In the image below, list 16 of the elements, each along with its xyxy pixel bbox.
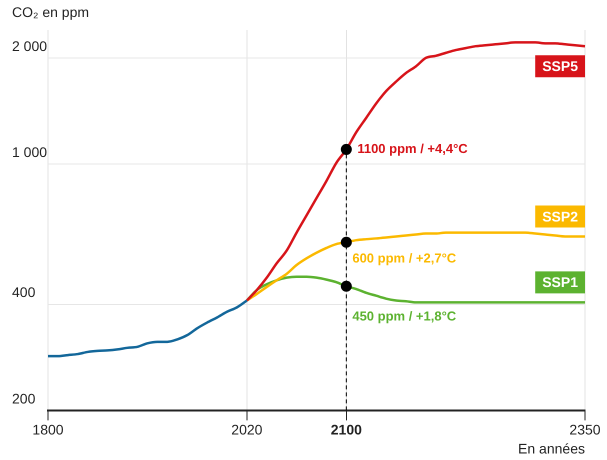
annotation: 600 ppm / +2,7°C [352,250,457,266]
y-tick-label: 2 000 [12,38,48,54]
x-tick-label: 2350 [569,422,601,438]
x-tick-label: 1800 [32,422,64,438]
x-tick-label: 2100 [330,422,362,438]
y-tick-label: 1 000 [12,144,48,160]
series-label: SSP1 [542,274,578,290]
x-tick-label: 2020 [231,422,263,438]
y-axis-title: CO₂ en ppm [12,4,90,20]
y-tick-label: 400 [12,284,36,300]
annotation: 450 ppm / +1,8°C [352,308,457,324]
annotation: 1100 ppm / +4,4°C [357,141,468,156]
series-label: SSP5 [542,58,578,74]
series-label: SSP2 [542,208,578,224]
y-tick-label: 200 [12,390,36,406]
x-axis-title: En années [518,440,585,456]
